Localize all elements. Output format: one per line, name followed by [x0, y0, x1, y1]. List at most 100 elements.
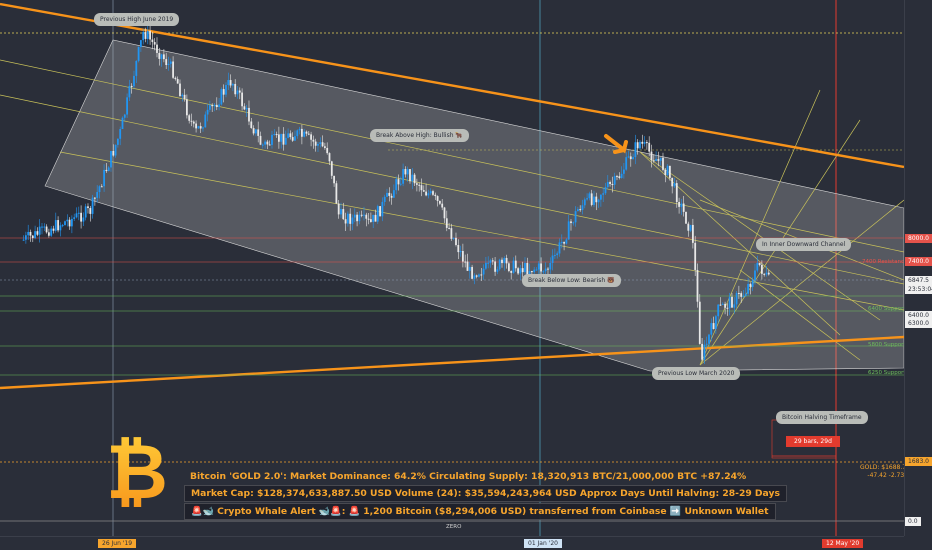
- candle-body: [519, 268, 522, 274]
- candle-body: [160, 54, 163, 59]
- candle-body: [581, 205, 584, 210]
- candle-body: [259, 135, 262, 145]
- candle-body: [227, 80, 230, 86]
- time-axis[interactable]: 26 Jun '19 01 Jan '20 12 May '20: [0, 536, 904, 550]
- candle-body: [434, 194, 437, 197]
- candle-body: [139, 40, 142, 48]
- candle-body: [742, 295, 745, 297]
- candle-body: [41, 226, 43, 228]
- callout-inner-channel: In Inner Downward Channel: [756, 238, 852, 251]
- candle-body: [450, 228, 453, 239]
- candle-body: [705, 343, 708, 345]
- candle-body: [689, 224, 692, 231]
- candle-body: [107, 167, 110, 172]
- candle-body: [489, 260, 492, 263]
- candle-body: [643, 142, 646, 144]
- candle-body: [438, 200, 441, 204]
- candle-body: [344, 219, 347, 224]
- candle-body: [367, 218, 370, 220]
- candle-body: [565, 239, 568, 244]
- candle-body: [190, 120, 193, 122]
- candle-body: [760, 264, 763, 274]
- candle-body: [613, 176, 616, 185]
- candle-body: [231, 83, 234, 86]
- candle-body: [243, 106, 246, 110]
- label-6250-support: 6250 Support: [868, 370, 906, 376]
- candle-body: [698, 301, 701, 344]
- candle-body: [588, 193, 591, 199]
- candle-body: [66, 219, 69, 222]
- candle-body: [188, 115, 191, 121]
- price-tag-countdown: 23:53:04: [905, 285, 932, 294]
- candle-body: [183, 94, 186, 100]
- candle-body: [34, 231, 36, 239]
- candle-body: [609, 182, 611, 184]
- candle-body: [629, 156, 632, 160]
- candle-body: [195, 123, 197, 129]
- candle-body: [381, 201, 384, 217]
- candle-body: [298, 128, 301, 131]
- candle-body: [323, 146, 326, 148]
- candle-body: [533, 269, 536, 273]
- candle-body: [659, 157, 662, 161]
- candle-body: [652, 160, 655, 162]
- candle-body: [358, 214, 361, 222]
- candle-body: [443, 207, 446, 219]
- candle-body: [179, 83, 181, 97]
- candle-body: [390, 195, 393, 198]
- candle-body: [229, 80, 232, 86]
- price-chart[interactable]: [0, 0, 904, 536]
- candle-body: [415, 183, 418, 185]
- candle-body: [572, 222, 575, 224]
- candle-body: [422, 190, 425, 192]
- candle-body: [501, 259, 503, 264]
- candle-body: [346, 213, 349, 224]
- candle-body: [517, 268, 519, 274]
- label-7400-resistance: 7400 Resistance: [862, 259, 908, 265]
- candle-body: [151, 39, 154, 43]
- candle-body: [694, 242, 697, 270]
- label-5800-support: 5800 Support: [868, 342, 906, 348]
- candle-body: [275, 134, 278, 136]
- candle-body: [123, 114, 126, 118]
- candle-body: [349, 213, 352, 224]
- price-tag-6300: 6300.0: [905, 319, 932, 328]
- label-6400-support: 6400 Support: [868, 306, 906, 312]
- price-axis[interactable]: 8000.0 7400.0 6847.5 23:53:04 6400.0 630…: [904, 0, 932, 536]
- candle-body: [606, 182, 609, 188]
- candle-body: [556, 253, 559, 256]
- candle-body: [445, 218, 448, 228]
- candle-body: [510, 271, 513, 273]
- candle-body: [717, 304, 720, 317]
- regression-channel: [44, 39, 904, 372]
- candle-body: [406, 169, 409, 175]
- candle-body: [282, 133, 285, 145]
- price-tag-7400: 7400.0: [905, 257, 932, 266]
- candle-body: [671, 177, 674, 187]
- candle-body: [514, 260, 517, 269]
- date-tag-jan20: 01 Jan '20: [524, 539, 562, 548]
- candle-body: [165, 59, 168, 65]
- candle-body: [61, 225, 64, 227]
- candle-body: [68, 219, 71, 227]
- zero-label: ZERO: [446, 524, 462, 530]
- candle-body: [236, 90, 239, 95]
- candle-body: [328, 153, 331, 162]
- candle-body: [448, 227, 450, 229]
- candlestick-series: [22, 23, 770, 364]
- candle-body: [560, 241, 563, 243]
- candle-body: [701, 343, 703, 360]
- candle-body: [413, 174, 416, 184]
- candle-body: [452, 237, 455, 239]
- candle-body: [372, 214, 375, 222]
- candle-body: [632, 157, 634, 160]
- info-market-cap: Market Cap: $128,374,633,887.50 USD Volu…: [184, 485, 787, 502]
- date-tag-may20: 12 May '20: [822, 539, 864, 548]
- candle-body: [146, 31, 149, 39]
- candle-body: [641, 141, 644, 144]
- candle-body: [468, 266, 471, 271]
- candle-body: [639, 141, 641, 149]
- candle-body: [252, 128, 255, 134]
- candle-body: [395, 179, 398, 191]
- candle-body: [100, 186, 103, 188]
